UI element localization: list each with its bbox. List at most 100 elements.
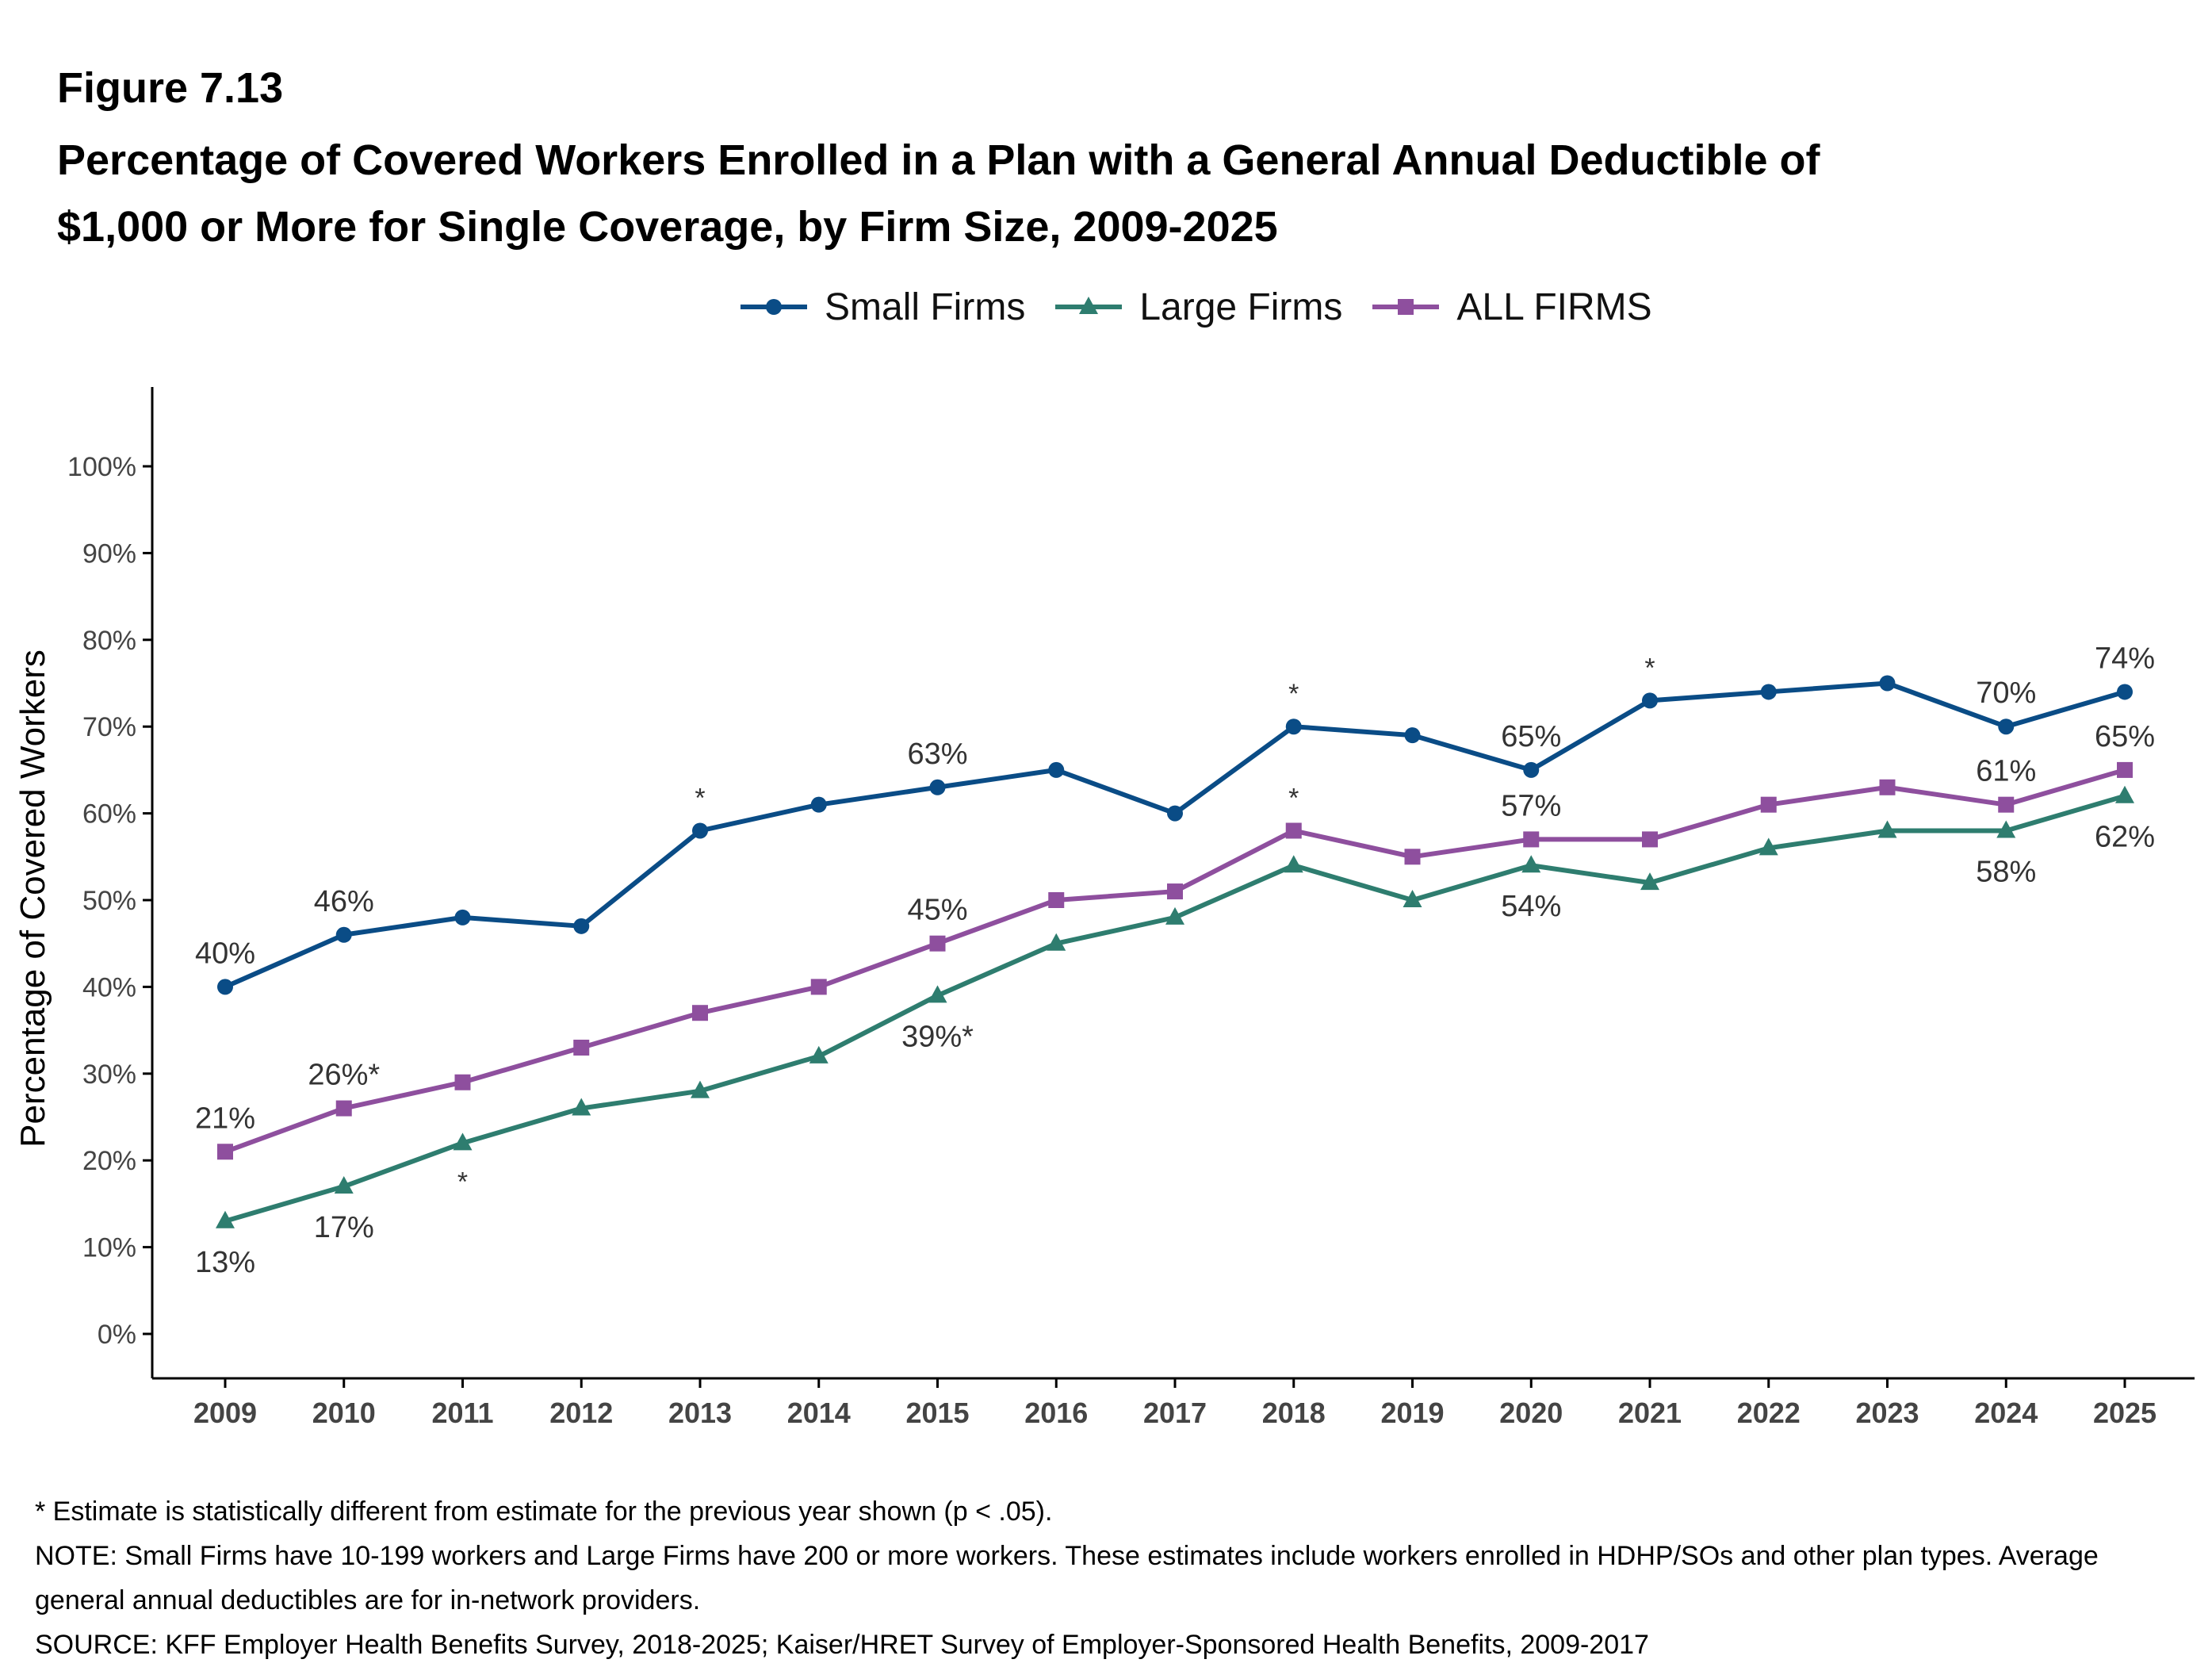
x-tick-label: 2019 <box>1380 1397 1444 1429</box>
chart-title-line-1: Percentage of Covered Workers Enrolled i… <box>57 136 1820 184</box>
data-point-all <box>573 1039 590 1056</box>
data-point-large <box>1284 855 1303 873</box>
data-point-large <box>1165 906 1184 925</box>
data-point-all <box>2117 761 2133 778</box>
footnotes: * Estimate is statistically different fr… <box>35 1489 2176 1667</box>
x-tick-label: 2016 <box>1024 1397 1088 1429</box>
y-tick-label: 20% <box>82 1146 136 1176</box>
y-tick-label: 80% <box>82 626 136 656</box>
data-label: 62% <box>2095 821 2155 854</box>
x-tick-label: 2010 <box>312 1397 376 1429</box>
data-label: * <box>1644 653 1655 683</box>
chart-title-line-2: $1,000 or More for Single Coverage, by F… <box>57 203 1278 251</box>
data-point-all <box>1642 831 1658 848</box>
data-point-all <box>454 1074 471 1090</box>
series-line-small <box>224 680 2126 990</box>
legend-circle-icon <box>741 299 807 315</box>
data-point-small <box>692 822 708 839</box>
x-tick-label: 2012 <box>549 1397 613 1429</box>
data-point-small <box>217 979 233 995</box>
x-tick-label: 2020 <box>1499 1397 1563 1429</box>
legend-item-all-firms: ALL FIRMS <box>1369 285 1652 329</box>
footnote-note: NOTE: Small Firms have 10-199 workers an… <box>35 1541 2107 1615</box>
data-point-small <box>1167 805 1183 822</box>
data-label: 65% <box>1501 720 1561 753</box>
y-tick-label: 60% <box>82 799 136 830</box>
data-point-large <box>1759 837 1778 856</box>
data-point-large <box>572 1098 591 1116</box>
x-tick-label: 2022 <box>1737 1397 1801 1429</box>
footnote-significance: * Estimate is statistically different fr… <box>35 1496 1053 1527</box>
footnote-source: SOURCE: KFF Employer Health Benefits Sur… <box>35 1630 1649 1660</box>
data-point-small <box>810 796 827 813</box>
data-point-all <box>1998 796 2015 813</box>
data-label: * <box>695 783 705 813</box>
data-point-large <box>691 1080 710 1098</box>
figure-label: Figure 7.13 <box>57 64 284 112</box>
data-point-small <box>1048 761 1065 778</box>
y-tick-label: 40% <box>82 972 136 1002</box>
data-label: 63% <box>907 738 967 771</box>
legend-item-small-firms: Small Firms <box>737 285 1025 329</box>
y-tick-label: 70% <box>82 712 136 742</box>
data-point-small <box>1998 719 2015 735</box>
data-point-small <box>1879 675 1896 692</box>
data-point-all <box>810 979 827 995</box>
data-label: * <box>1288 679 1299 709</box>
data-label: 45% <box>907 894 967 927</box>
data-label: 46% <box>314 885 374 918</box>
data-point-small <box>1523 761 1540 778</box>
data-point-large <box>1521 855 1541 873</box>
data-label: 54% <box>1501 890 1561 923</box>
data-label: * <box>457 1167 468 1197</box>
data-point-all <box>1879 779 1896 795</box>
series-line-all <box>224 768 2126 1155</box>
data-point-all <box>1167 883 1183 900</box>
y-tick-label: 100% <box>67 452 136 482</box>
data-point-small <box>335 926 352 943</box>
data-point-small <box>1760 684 1777 700</box>
data-point-small <box>2117 684 2133 700</box>
data-point-all <box>1048 892 1065 908</box>
data-label: 13% <box>195 1246 255 1279</box>
data-label: 61% <box>1976 755 2036 788</box>
legend-label-large-firms: Large Firms <box>1139 285 1343 328</box>
y-tick-label: 30% <box>82 1060 136 1090</box>
data-point-large <box>928 985 947 1003</box>
data-point-large <box>809 1045 829 1063</box>
data-point-all <box>692 1005 708 1021</box>
x-tick-label: 2017 <box>1143 1397 1207 1429</box>
data-point-all <box>1285 822 1302 839</box>
x-tick-label: 2015 <box>905 1397 969 1429</box>
legend-triangle-icon <box>1055 297 1123 314</box>
x-tick-label: 2023 <box>1855 1397 1919 1429</box>
chart-title: Percentage of Covered Workers Enrolled i… <box>57 127 2118 260</box>
data-label: 74% <box>2095 642 2155 675</box>
data-label: 26%* <box>308 1059 380 1092</box>
legend-label-all-firms: ALL FIRMS <box>1456 285 1652 328</box>
legend-label-small-firms: Small Firms <box>825 285 1026 328</box>
data-point-all <box>929 935 946 952</box>
data-point-large <box>334 1176 354 1194</box>
data-point-large <box>453 1132 473 1151</box>
data-point-all <box>1523 831 1540 848</box>
data-label: 58% <box>1976 855 2036 888</box>
x-tick-label: 2018 <box>1262 1397 1326 1429</box>
data-point-large <box>1640 872 1659 891</box>
data-label: 17% <box>314 1211 374 1244</box>
x-tick-label: 2024 <box>1974 1397 2038 1429</box>
data-point-large <box>1403 890 1422 907</box>
series-line-large <box>224 793 2126 1224</box>
x-tick-label: 2014 <box>787 1397 851 1429</box>
data-point-all <box>335 1100 352 1117</box>
x-tick-label: 2011 <box>431 1397 493 1429</box>
data-point-large <box>1047 933 1066 951</box>
x-tick-label: 2021 <box>1618 1397 1682 1429</box>
data-label: 57% <box>1501 789 1561 822</box>
y-tick-label: 10% <box>82 1233 136 1263</box>
legend-item-large-firms: Large Firms <box>1052 285 1342 329</box>
data-label: 21% <box>195 1102 255 1135</box>
data-label: * <box>1288 783 1299 813</box>
data-point-all <box>1760 796 1777 813</box>
data-point-small <box>929 779 946 795</box>
